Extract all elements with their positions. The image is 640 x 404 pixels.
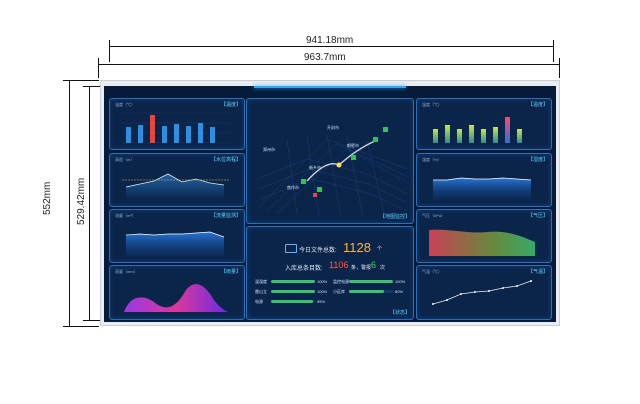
dimension-line-outer-height — [69, 80, 70, 326]
panel-title: 【湿度】 — [527, 157, 548, 163]
dimension-line-inner-height — [89, 86, 90, 320]
map-visualization: 郑州市 开封市 新乡市 鹤壁市 焦作市 — [256, 124, 412, 218]
dimension-tick — [83, 320, 101, 321]
progress-row: 电源 95% — [255, 299, 329, 305]
folder-icon — [285, 244, 297, 253]
dimension-tick — [63, 80, 99, 81]
map-label: 新乡市 — [309, 164, 321, 170]
dimension-tick — [109, 40, 110, 62]
panel-title: 【流量监测】 — [210, 213, 241, 219]
dimension-tick — [553, 40, 554, 62]
panel-unit: 湿度（%） — [422, 157, 442, 162]
progress-fill — [271, 280, 315, 283]
progress-row: 监控电源 100% — [333, 279, 407, 285]
panel-title: 【温度】 — [527, 102, 548, 108]
right-panel-pressure: 气压（hPa） 【气压】 — [416, 209, 552, 263]
today-unit: 个 — [377, 246, 383, 252]
bar-chart — [122, 112, 230, 144]
panel-title: 【气压】 — [527, 213, 548, 219]
panel-title: 【雨量】 — [220, 269, 241, 275]
map-label: 郑州市 — [263, 146, 275, 152]
panel-title: 【温度】 — [220, 102, 241, 108]
panel-unit: 流量（m³） — [115, 213, 136, 218]
stats-title: 【状态】 — [389, 310, 410, 316]
progress-label: 小区库 — [333, 289, 345, 294]
panel-unit: 温度（℃） — [115, 102, 135, 107]
top-glow-line — [254, 86, 406, 88]
progress-track — [271, 290, 315, 293]
progress-fill — [271, 300, 313, 303]
left-panel-flow: 流量（m³） 【流量监测】 — [109, 209, 245, 263]
progress-value: 100% — [317, 279, 328, 284]
gradient-bar-chart — [433, 117, 522, 143]
today-value: 1128 — [343, 240, 371, 255]
progress-track — [271, 280, 315, 283]
map-label: 焦作市 — [287, 184, 299, 190]
alarm-unit: 次 — [380, 265, 386, 271]
progress-value: 100% — [395, 279, 406, 284]
right-panel-humidity: 湿度（%） 【湿度】 — [416, 153, 552, 207]
dimension-tick — [559, 58, 560, 78]
storage-unit: 条，警报 — [351, 265, 372, 271]
today-label: 今日文件总数: — [299, 248, 337, 254]
progress-value: 100% — [317, 289, 328, 294]
right-panel-air-temperature: 气温（℃） 【气温】 — [416, 265, 552, 320]
map-label: 开封市 — [327, 124, 339, 130]
map-title: 【地图监控】 — [379, 214, 410, 220]
storage-value: 1106 — [329, 260, 349, 270]
progress-row: 小区库 80% — [333, 289, 407, 295]
left-panel-rainfall: 雨量（mm） 【雨量】 — [109, 265, 245, 320]
progress-row: 雷山立 100% — [255, 289, 329, 295]
gradient-area-chart — [429, 229, 535, 256]
panel-unit: 气压（hPa） — [422, 213, 446, 218]
wave-area-chart — [124, 284, 228, 312]
line-chart — [432, 280, 532, 305]
dimension-tick — [83, 86, 101, 87]
center-panel-stats: 【状态】 今日文件总数: 1128 个 入库总条目数: 1106 条，警报 6 … — [246, 226, 414, 320]
progress-fill — [349, 290, 385, 293]
dimension-label-outer-width: 963.7mm — [304, 52, 346, 63]
map-label: 鹤壁市 — [347, 142, 359, 148]
alarm-value: 6 — [371, 260, 377, 270]
panel-unit: 气温（℃） — [422, 269, 442, 274]
progress-label: 监控电源 — [333, 279, 349, 284]
right-panel-temperature: 温度（℃） 【温度】 — [416, 98, 552, 150]
dimension-tick — [63, 326, 99, 327]
progress-track — [271, 300, 315, 303]
dimension-label-inner-height: 529.42mm — [76, 177, 87, 225]
left-panel-temperature: 温度（℃） 【温度】 — [109, 98, 245, 150]
area-chart — [125, 231, 225, 256]
storage-label: 入库总条目数: — [285, 266, 323, 272]
progress-row: 温湿度 100% — [255, 279, 329, 285]
progress-label: 雷山立 — [255, 289, 267, 294]
left-panel-water-level: 高程（m） 【水位高程】 — [109, 153, 245, 207]
progress-label: 电源 — [255, 299, 263, 304]
dimension-line-outer-width — [98, 64, 560, 65]
dashboard-screen: 温度（℃） 【温度】 高程（m） 【水位高程】 流量（m³） 【流量监测】 — [104, 86, 556, 322]
dimension-tick — [98, 58, 99, 78]
progress-track — [349, 280, 393, 283]
center-panel-map: 【地图监控】 郑州市 开封市 新乡市 鹤壁市 焦作市 — [246, 98, 414, 224]
progress-track — [349, 290, 393, 293]
progress-fill — [349, 280, 393, 283]
progress-value: 95% — [317, 299, 326, 304]
panel-unit: 温度（℃） — [422, 102, 442, 107]
panel-title: 【水位高程】 — [210, 157, 241, 163]
area-chart — [433, 177, 532, 200]
panel-unit: 雨量（mm） — [115, 269, 138, 274]
line-chart — [122, 173, 230, 200]
panel-unit: 高程（m） — [115, 157, 135, 162]
progress-value: 80% — [395, 289, 404, 294]
panel-title: 【气温】 — [527, 269, 548, 275]
progress-fill — [271, 290, 315, 293]
dimension-label-outer-height: 552mm — [42, 181, 53, 215]
progress-label: 温湿度 — [255, 279, 267, 284]
dimension-line-inner-width — [109, 46, 553, 47]
dimension-label-inner-width: 941.18mm — [306, 35, 354, 46]
